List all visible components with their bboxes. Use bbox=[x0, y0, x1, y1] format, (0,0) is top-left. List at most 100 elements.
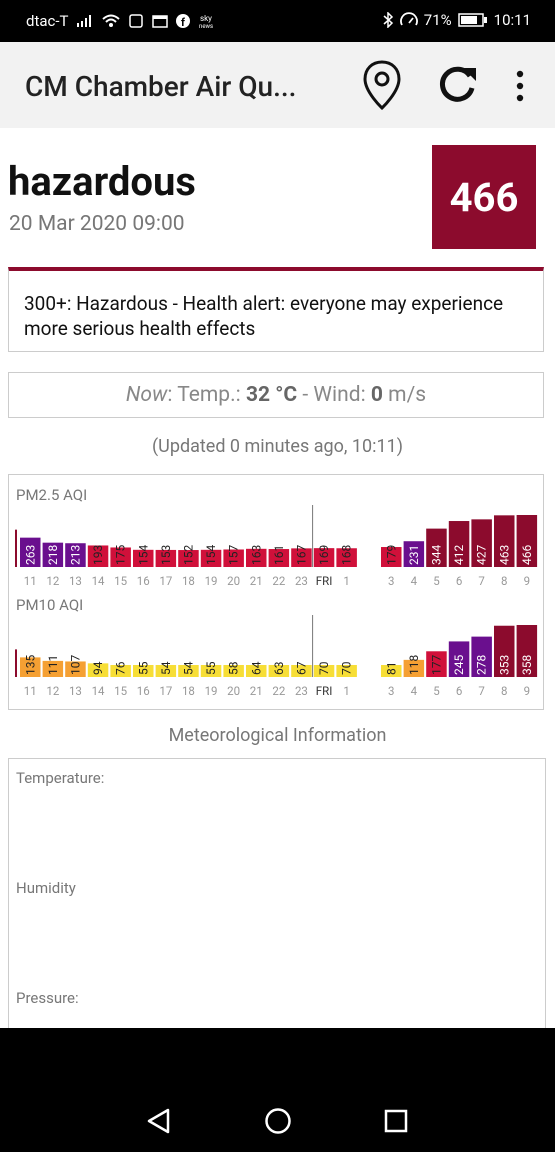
pm25-bar[interactable] bbox=[403, 541, 425, 567]
pm10-bar[interactable] bbox=[110, 665, 131, 677]
pm25-bar[interactable] bbox=[223, 549, 244, 567]
pm10-value-label: 107 bbox=[68, 655, 82, 675]
pm10-tick-label: 5 bbox=[433, 684, 440, 698]
pm25-bar[interactable] bbox=[65, 543, 86, 567]
pm25-tick-label: 13 bbox=[69, 574, 82, 588]
pm25-bar[interactable] bbox=[291, 548, 312, 567]
app-bar: CM Chamber Air Qu... bbox=[0, 42, 555, 128]
pm10-bar[interactable] bbox=[403, 659, 425, 677]
pm10-chart: 1351111112107139414761555165417541855195… bbox=[15, 615, 538, 698]
home-icon[interactable] bbox=[264, 1107, 292, 1135]
navigation-bar bbox=[0, 1028, 555, 1152]
pm25-chart: 2631121812213131931417515154161531715218… bbox=[15, 505, 538, 588]
pm25-bar[interactable] bbox=[448, 521, 470, 567]
pm10-bar[interactable] bbox=[291, 665, 312, 677]
pm10-value-label: 135 bbox=[23, 655, 37, 675]
pm10-tick-label: 8 bbox=[501, 684, 507, 698]
pm10-bar[interactable] bbox=[65, 661, 86, 677]
pm10-bar[interactable] bbox=[494, 625, 515, 677]
pm25-bar[interactable] bbox=[87, 545, 109, 567]
pm10-bar[interactable] bbox=[336, 665, 357, 677]
pm10-value-label: 67 bbox=[294, 661, 308, 675]
humidity-label: Humidity bbox=[16, 879, 76, 897]
svg-text:sky: sky bbox=[200, 14, 212, 23]
pm25-bar[interactable] bbox=[268, 549, 290, 567]
facebook-icon: f bbox=[176, 14, 191, 28]
pm10-value-label: 111 bbox=[46, 655, 60, 675]
pm10-bar[interactable] bbox=[246, 665, 267, 677]
pm10-bar[interactable] bbox=[178, 665, 199, 677]
pm25-value-label: 152 bbox=[181, 545, 195, 565]
pm10-tick-label: 13 bbox=[69, 684, 82, 698]
pm10-bar[interactable] bbox=[87, 663, 109, 677]
pm10-chart-title: PM10 AQI bbox=[16, 596, 84, 614]
location-pin-icon[interactable] bbox=[362, 59, 402, 111]
pm10-bar[interactable] bbox=[20, 657, 41, 677]
app-title: CM Chamber Air Qu... bbox=[25, 70, 297, 103]
pm10-tick-label: 20 bbox=[227, 684, 240, 698]
pm25-tick-label: 4 bbox=[411, 574, 418, 588]
pm25-value-label: 427 bbox=[475, 545, 489, 565]
pm25-value-label: 231 bbox=[407, 545, 421, 565]
pm10-bar[interactable] bbox=[200, 665, 222, 677]
pm10-value-label: 63 bbox=[272, 662, 286, 676]
pm25-value-label: 344 bbox=[429, 545, 443, 565]
more-vert-icon[interactable] bbox=[513, 70, 527, 102]
pm10-bar[interactable] bbox=[471, 636, 492, 677]
pm10-tick-label: 7 bbox=[478, 684, 484, 698]
pressure-label: Pressure: bbox=[16, 989, 79, 1007]
pm10-tick-label: 23 bbox=[295, 684, 308, 698]
pm10-bar[interactable] bbox=[133, 665, 154, 677]
pm10-bar[interactable] bbox=[516, 625, 538, 677]
speed-icon bbox=[399, 12, 418, 26]
pm25-bar[interactable] bbox=[494, 515, 515, 567]
pm10-value-label: 55 bbox=[136, 661, 150, 675]
pm10-bar[interactable] bbox=[426, 651, 447, 677]
pm10-bar[interactable] bbox=[155, 665, 177, 677]
pm10-value-label: 55 bbox=[204, 661, 218, 675]
updated-text: (Updated 0 minutes ago, 10:11) bbox=[152, 436, 403, 457]
pm10-value-label: 70 bbox=[340, 661, 354, 675]
pm10-bar[interactable] bbox=[268, 665, 290, 677]
pm25-bar[interactable] bbox=[133, 549, 154, 567]
pm25-bar[interactable] bbox=[200, 549, 222, 567]
pm25-bar[interactable] bbox=[155, 549, 177, 567]
wind-unit: m/s bbox=[382, 383, 427, 407]
pm25-tick-label: 18 bbox=[182, 574, 195, 588]
pm25-bar[interactable] bbox=[471, 519, 492, 567]
pm10-bar[interactable] bbox=[42, 660, 64, 677]
aqi-value-badge: 466 bbox=[432, 145, 536, 249]
pm25-bar[interactable] bbox=[381, 547, 402, 567]
pm25-value-label: 167 bbox=[294, 545, 308, 565]
pm10-bar[interactable] bbox=[223, 665, 244, 677]
status-bar: dtac-T f sky news 71% 10:11 bbox=[0, 0, 555, 42]
pm10-tick-label: 14 bbox=[92, 684, 105, 698]
recents-icon[interactable] bbox=[383, 1108, 409, 1134]
pm25-bar[interactable] bbox=[516, 515, 538, 567]
calendar-icon bbox=[152, 15, 169, 28]
pm25-bar[interactable] bbox=[110, 547, 131, 567]
pm10-tick-label: FRI bbox=[316, 684, 333, 698]
refresh-icon[interactable] bbox=[436, 64, 478, 106]
pm10-tick-label: 16 bbox=[137, 684, 150, 698]
pm25-tick-label: 23 bbox=[295, 574, 308, 588]
pm25-bar[interactable] bbox=[336, 548, 357, 567]
pm25-bar[interactable] bbox=[246, 548, 267, 567]
pm25-tick-label: 6 bbox=[456, 574, 462, 588]
pm25-bar[interactable] bbox=[313, 548, 335, 567]
pm25-bar[interactable] bbox=[42, 542, 64, 567]
pm25-tick-label: 12 bbox=[46, 574, 59, 588]
pm25-bar[interactable] bbox=[20, 537, 41, 567]
pm25-value-label: 466 bbox=[520, 545, 534, 565]
pm10-tick-label: 4 bbox=[411, 684, 418, 698]
pm10-bar[interactable] bbox=[313, 665, 335, 677]
pm10-bar[interactable] bbox=[448, 641, 470, 677]
temp-value: 32 °C bbox=[245, 383, 298, 407]
bluetooth-icon bbox=[383, 12, 393, 28]
pm25-bar[interactable] bbox=[426, 528, 447, 567]
back-icon[interactable] bbox=[146, 1108, 172, 1134]
pm10-bar[interactable] bbox=[381, 665, 402, 677]
pm25-tick-label: 15 bbox=[114, 574, 127, 588]
pm25-bar[interactable] bbox=[178, 550, 199, 567]
